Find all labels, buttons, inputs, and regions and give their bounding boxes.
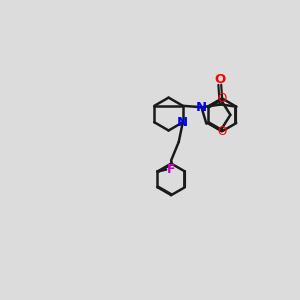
Text: N: N [177, 116, 188, 129]
Text: O: O [217, 92, 226, 105]
Text: O: O [217, 125, 226, 138]
Text: O: O [214, 73, 225, 86]
Text: F: F [167, 163, 175, 176]
Text: N: N [196, 101, 207, 114]
